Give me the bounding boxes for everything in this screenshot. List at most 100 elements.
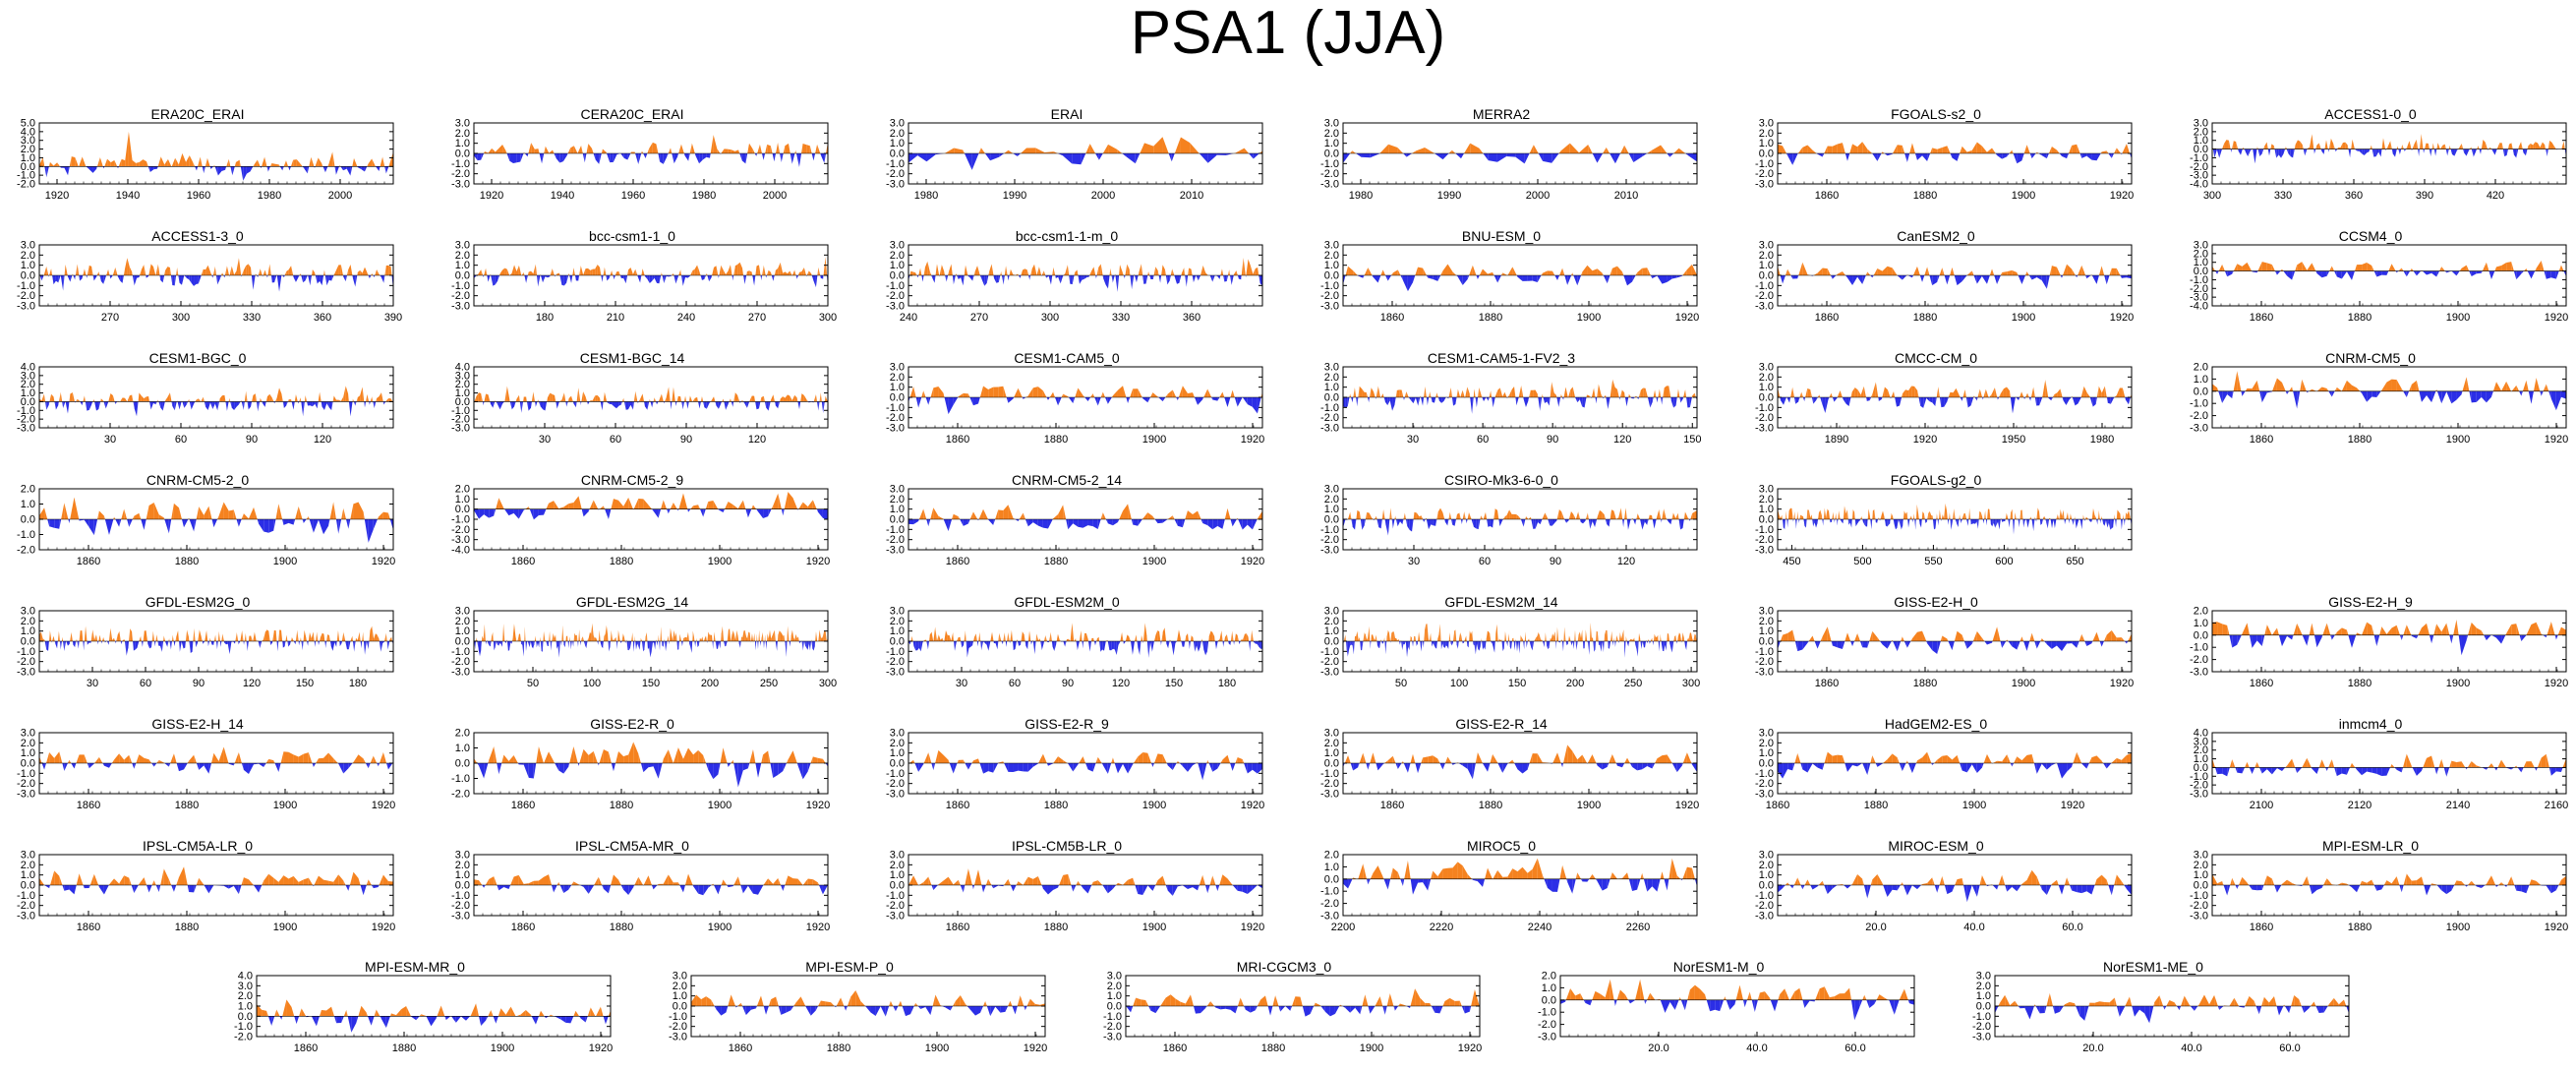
series-area-segment: [189, 275, 192, 283]
y-tick-label: 1.0: [890, 504, 905, 515]
series-area-segment: [1610, 268, 1612, 275]
series-area-segment: [267, 166, 270, 172]
series-area-segment: [58, 275, 61, 283]
series-area-segment: [2388, 264, 2392, 271]
series-area-segment: [2419, 134, 2422, 149]
series-area-segment: [818, 267, 821, 275]
series-area-segment: [1602, 511, 1605, 519]
series-area-segment: [923, 390, 926, 397]
chart-panel: CNRM-CM5-2_0 2.0 1.0 0.0 -1.0 -2.0 1860 1880 190…: [0, 472, 395, 570]
series-area-segment: [1675, 397, 1677, 406]
series-area-segment: [2242, 390, 2246, 396]
series-area-segment: [2274, 270, 2277, 275]
series-area-segment: [607, 401, 610, 404]
series-area-segment: [279, 387, 282, 402]
series-area-segment: [2558, 265, 2561, 271]
series-area-segment: [365, 267, 368, 275]
series-area-segment: [1960, 146, 1962, 153]
y-tick-label: -3.0: [451, 179, 470, 191]
series-area-segment: [234, 270, 237, 275]
series-area-segment: [2048, 146, 2052, 153]
series-area-segment: [332, 395, 334, 402]
series-area-segment: [1038, 267, 1042, 275]
x-tick-label: 2010: [1614, 190, 1638, 202]
series-area-segment: [1875, 382, 1879, 397]
series-area-segment: [2292, 387, 2294, 391]
series-area-segment: [1370, 153, 1379, 158]
y-tick-label: -3.0: [17, 423, 35, 435]
series-area-segment: [972, 275, 974, 281]
x-tick-label: 30: [1407, 434, 1419, 446]
series-area-segment: [1550, 382, 1552, 397]
series-area-segment: [307, 166, 310, 174]
series-area-segment: [1017, 153, 1022, 157]
series-area-segment: [254, 159, 258, 167]
series-area-segment: [1488, 271, 1493, 275]
series-area-segment: [699, 271, 701, 275]
series-area-segment: [819, 392, 821, 402]
series-area-segment: [2391, 149, 2393, 154]
y-tick-label: 2.0: [1324, 372, 1339, 384]
series-area-segment: [155, 401, 157, 405]
series-area-segment: [2371, 266, 2374, 271]
series-area-segment: [1830, 275, 1833, 279]
series-area-segment: [506, 268, 510, 275]
series-area-segment: [1055, 275, 1056, 279]
series-area-segment: [817, 144, 821, 153]
series-area-segment: [1551, 153, 1559, 163]
series-area-segment: [733, 266, 735, 275]
series-area-segment: [1493, 508, 1495, 519]
series-area-segment: [765, 144, 768, 153]
y-tick-label: -3.0: [1320, 423, 1339, 435]
series-area-segment: [1491, 390, 1493, 397]
series-area-segment: [324, 275, 327, 286]
series-area-segment: [1920, 397, 1924, 408]
series-area-segment: [734, 264, 738, 275]
series-area-segment: [785, 271, 788, 275]
series-area-segment: [2300, 379, 2303, 391]
series-area-segment: [1624, 145, 1629, 153]
series-area-segment: [751, 271, 753, 275]
series-area-segment: [141, 265, 145, 275]
series-area-segment: [369, 401, 371, 405]
series-area-segment: [603, 267, 605, 275]
series-area-segment: [2242, 262, 2248, 271]
y-tick-label: -3.0: [886, 301, 905, 313]
series-area-segment: [709, 275, 712, 282]
series-area-segment: [659, 393, 662, 402]
series-area-segment: [294, 394, 296, 402]
series-area-segment: [501, 401, 505, 404]
series-area-segment: [174, 401, 177, 411]
series-area-segment: [1786, 397, 1790, 403]
series-area-segment: [642, 393, 645, 402]
series-area-segment: [488, 148, 493, 153]
series-area-segment: [1157, 270, 1159, 275]
y-tick-label: 0.0: [2194, 386, 2208, 397]
series-area-segment: [2522, 149, 2524, 153]
series-area-segment: [1622, 519, 1624, 527]
series-area-segment: [222, 272, 224, 275]
series-area-segment: [315, 275, 318, 284]
series-area-segment: [2042, 380, 2046, 397]
series-area-segment: [2528, 390, 2532, 404]
series-area-segment: [2516, 385, 2520, 391]
y-tick-label: -3.0: [1755, 301, 1774, 313]
series-area-segment: [262, 401, 263, 404]
series-area-segment: [977, 519, 978, 521]
series-area-segment: [1556, 509, 1559, 519]
series-area-segment: [2323, 149, 2325, 154]
series-area-segment: [203, 268, 206, 275]
series-area-segment: [1138, 519, 1142, 526]
series-area-segment: [1441, 397, 1444, 403]
series-area-segment: [1343, 153, 1351, 163]
series-area-segment: [948, 397, 954, 415]
series-area-segment: [108, 268, 110, 275]
series-area-segment: [600, 401, 603, 411]
series-area-segment: [1542, 512, 1546, 519]
series-area-segment: [2267, 149, 2269, 156]
series-area-segment: [574, 275, 576, 281]
series-area-segment: [157, 166, 158, 169]
series-area-segment: [1209, 275, 1213, 282]
